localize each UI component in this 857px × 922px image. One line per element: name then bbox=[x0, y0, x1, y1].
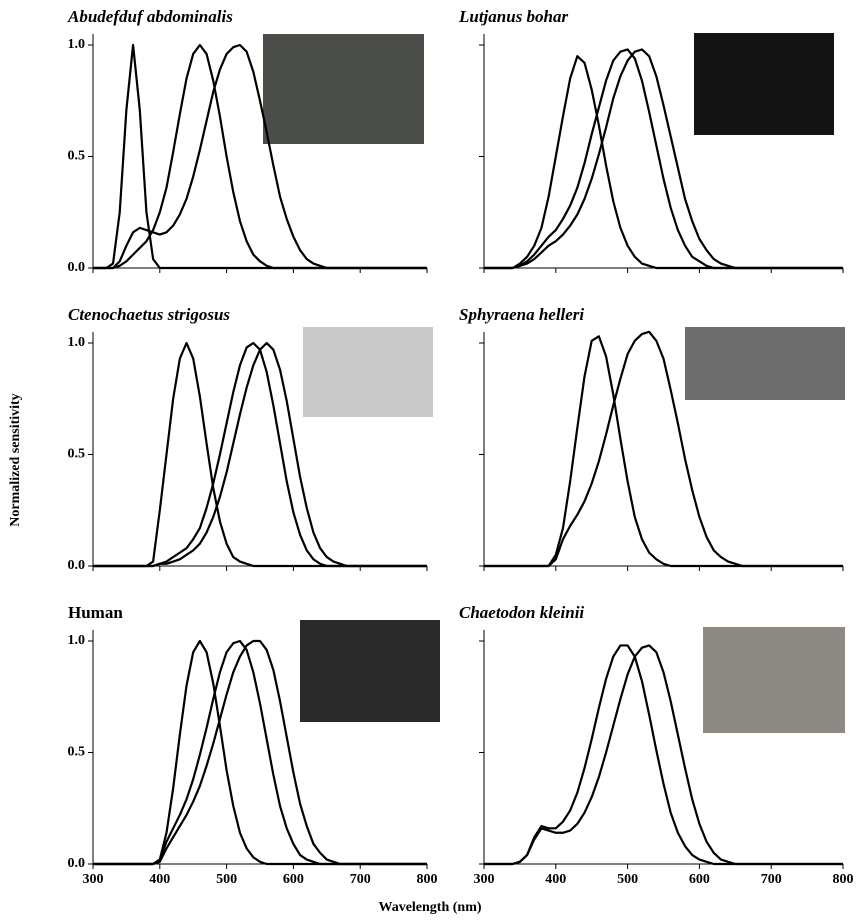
panel-title: Lutjanus bohar bbox=[458, 7, 569, 26]
curve bbox=[93, 639, 427, 866]
curve bbox=[484, 48, 843, 270]
x-tick-label: 700 bbox=[761, 872, 782, 887]
y-tick-label: 0.5 bbox=[68, 745, 86, 760]
curve bbox=[93, 43, 427, 270]
x-tick-label: 800 bbox=[417, 872, 438, 887]
y-tick-label: 1.0 bbox=[68, 37, 86, 52]
y-tick-label: 0.5 bbox=[68, 149, 86, 164]
x-tick-label: 400 bbox=[149, 872, 170, 887]
x-tick-label: 500 bbox=[617, 872, 638, 887]
photo-fish bbox=[303, 327, 433, 417]
y-tick-label: 0.0 bbox=[68, 856, 86, 871]
panel-title: Sphyraena helleri bbox=[459, 305, 584, 324]
x-tick-label: 600 bbox=[283, 872, 304, 887]
y-tick-label: 1.0 bbox=[68, 633, 86, 648]
curve bbox=[93, 341, 427, 568]
x-axis-label: Wavelength (nm) bbox=[378, 900, 481, 915]
photo-fish bbox=[685, 327, 845, 400]
y-tick-label: 0.5 bbox=[68, 447, 86, 462]
y-tick-label: 0.0 bbox=[68, 558, 86, 573]
y-axis-label: Normalized sensitivity bbox=[8, 393, 23, 526]
photo-fish bbox=[703, 627, 845, 733]
x-tick-label: 300 bbox=[83, 872, 104, 887]
photo-fish bbox=[694, 33, 834, 135]
y-tick-label: 0.0 bbox=[68, 260, 86, 275]
panel-title: Ctenochaetus strigosus bbox=[68, 305, 230, 324]
curve bbox=[484, 644, 843, 866]
curve bbox=[484, 330, 843, 568]
x-tick-label: 400 bbox=[545, 872, 566, 887]
x-tick-label: 300 bbox=[474, 872, 495, 887]
x-tick-label: 600 bbox=[689, 872, 710, 887]
panel-title: Human bbox=[68, 603, 123, 622]
photo-diver bbox=[300, 620, 440, 722]
x-tick-label: 500 bbox=[216, 872, 237, 887]
panel-title: Abudefduf abdominalis bbox=[67, 7, 233, 26]
photo-fish bbox=[263, 34, 424, 144]
x-tick-label: 800 bbox=[833, 872, 854, 887]
y-tick-label: 1.0 bbox=[68, 335, 86, 350]
panel-title: Chaetodon kleinii bbox=[459, 603, 584, 622]
x-tick-label: 700 bbox=[350, 872, 371, 887]
